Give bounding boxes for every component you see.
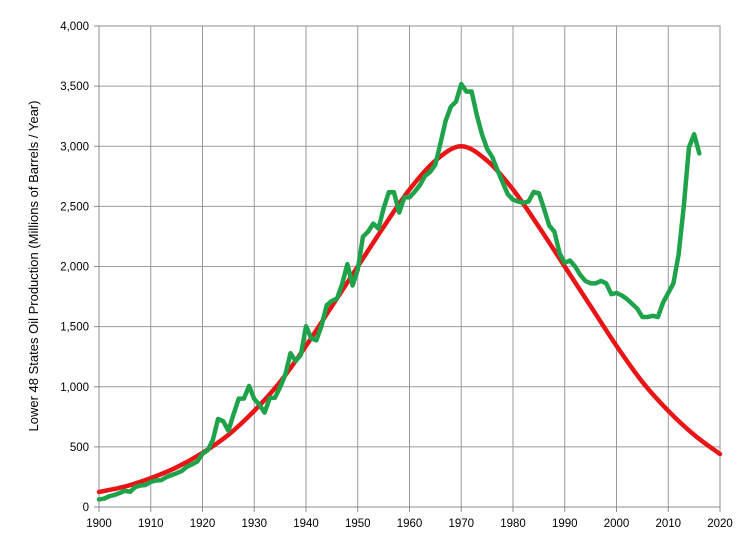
labels-layer: 1900 1910 1920 1930 1940 1950 1960 1970 1980 1990… bbox=[60, 21, 733, 530]
y-tick-label: 3,000 bbox=[60, 141, 89, 153]
y-tick-label: 1,000 bbox=[60, 382, 89, 394]
grid-layer bbox=[98, 25, 721, 508]
y-tick-label: 4,000 bbox=[60, 21, 89, 33]
y-tick-label: 0 bbox=[83, 502, 89, 514]
x-tick-label: 1960 bbox=[397, 518, 423, 530]
x-tick-label: 1970 bbox=[448, 518, 474, 530]
x-tick-label: 1900 bbox=[86, 518, 112, 530]
y-tick-label: 2,000 bbox=[60, 262, 89, 274]
x-tick-label: 2010 bbox=[655, 518, 681, 530]
x-tick-label: 1950 bbox=[345, 518, 371, 530]
y-axis-title: Lower 48 States Oil Production (Millions… bbox=[26, 101, 41, 432]
series-layer bbox=[96, 81, 723, 502]
y-tick-label: 2,500 bbox=[60, 201, 89, 213]
x-tick-label: 1990 bbox=[552, 518, 578, 530]
y-tick-label: 1,500 bbox=[60, 322, 89, 334]
y-tick-label: 500 bbox=[70, 442, 89, 454]
x-tick-label: 1930 bbox=[241, 518, 267, 530]
x-tick-label: 1920 bbox=[190, 518, 216, 530]
x-tick-label: 2020 bbox=[707, 518, 733, 530]
x-tick-label: 1940 bbox=[293, 518, 319, 530]
axes-layer bbox=[94, 25, 721, 512]
y-tick-label: 3,500 bbox=[60, 81, 89, 93]
production-data-line bbox=[96, 81, 702, 502]
x-tick-label: 1910 bbox=[138, 518, 164, 530]
x-tick-label: 1980 bbox=[500, 518, 526, 530]
x-tick-label: 2000 bbox=[604, 518, 630, 530]
